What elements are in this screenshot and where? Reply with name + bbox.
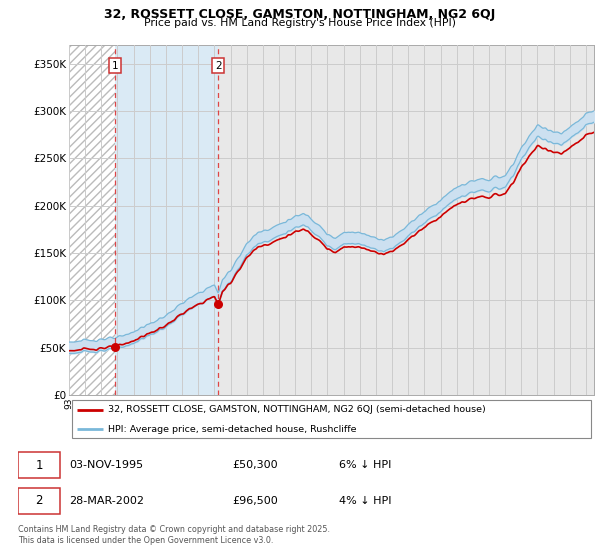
Bar	[69, 45, 115, 395]
Text: 1: 1	[112, 60, 118, 71]
FancyBboxPatch shape	[18, 488, 60, 514]
Text: Price paid vs. HM Land Registry's House Price Index (HPI): Price paid vs. HM Land Registry's House …	[144, 18, 456, 29]
Text: 2: 2	[35, 494, 43, 507]
Text: 32, ROSSETT CLOSE, GAMSTON, NOTTINGHAM, NG2 6QJ (semi-detached house): 32, ROSSETT CLOSE, GAMSTON, NOTTINGHAM, …	[109, 405, 486, 414]
Text: £50,300: £50,300	[232, 460, 278, 470]
Bar	[218, 45, 594, 395]
Text: 1: 1	[35, 459, 43, 472]
Text: 4% ↓ HPI: 4% ↓ HPI	[340, 496, 392, 506]
Text: 2: 2	[215, 60, 221, 71]
Text: 32, ROSSETT CLOSE, GAMSTON, NOTTINGHAM, NG2 6QJ: 32, ROSSETT CLOSE, GAMSTON, NOTTINGHAM, …	[104, 8, 496, 21]
Point	[214, 299, 223, 308]
Bar	[69, 45, 115, 395]
Text: 28-MAR-2002: 28-MAR-2002	[69, 496, 144, 506]
FancyBboxPatch shape	[71, 400, 592, 438]
Text: HPI: Average price, semi-detached house, Rushcliffe: HPI: Average price, semi-detached house,…	[109, 425, 357, 434]
Text: Contains HM Land Registry data © Crown copyright and database right 2025.
This d: Contains HM Land Registry data © Crown c…	[18, 525, 330, 545]
FancyBboxPatch shape	[18, 452, 60, 478]
Point	[110, 343, 119, 352]
Text: 03-NOV-1995: 03-NOV-1995	[69, 460, 143, 470]
Text: £96,500: £96,500	[232, 496, 278, 506]
Text: 6% ↓ HPI: 6% ↓ HPI	[340, 460, 392, 470]
Bar	[115, 45, 218, 395]
